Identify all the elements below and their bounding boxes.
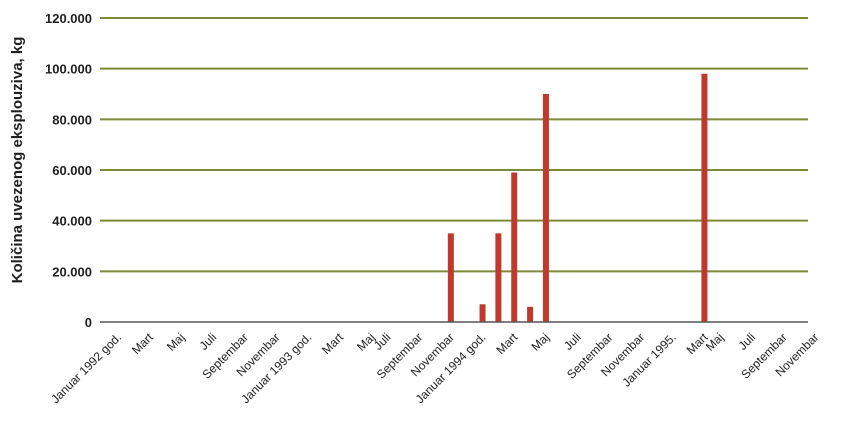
bar — [479, 304, 486, 322]
bar — [511, 172, 518, 322]
x-tick-label: Maj — [703, 330, 727, 354]
bar — [542, 94, 549, 322]
y-tick-label: 60.000 — [52, 163, 92, 178]
x-tick-label: Juli — [197, 330, 220, 353]
bar — [527, 306, 534, 322]
x-tick-label: Juli — [735, 330, 758, 353]
bar — [447, 233, 454, 322]
y-tick-label: 100.000 — [45, 62, 92, 77]
bars — [447, 73, 708, 322]
x-tick-label: Maj — [164, 330, 188, 354]
x-tick-label: Juli — [371, 330, 394, 353]
y-tick-label: 0 — [85, 315, 92, 330]
bar — [701, 73, 708, 322]
y-tick-label: 80.000 — [52, 112, 92, 127]
x-tick-labels: Januar 1992 god. Mart Maj JuliSeptembarNove… — [48, 330, 821, 406]
x-tick-label: Mart — [493, 330, 520, 357]
y-tick-label: 40.000 — [52, 214, 92, 229]
y-tick-label: 20.000 — [52, 264, 92, 279]
y-axis-title: Količina uvezenog eksplouziva, kg — [9, 37, 26, 284]
gridlines — [100, 17, 808, 273]
x-tick-label: Mart — [129, 330, 156, 357]
x-tick-label: Januar 1992 god. — [48, 330, 124, 406]
y-tick-label: 120.000 — [45, 11, 92, 26]
bar — [495, 233, 502, 322]
x-tick-label: Mart — [319, 330, 346, 357]
x-tick-label: Juli — [561, 330, 584, 353]
y-tick-labels: 0 20.000 40.000 60.000 80.000 100.000 120.000 — [45, 11, 92, 330]
x-tick-label: Maj — [528, 330, 552, 354]
